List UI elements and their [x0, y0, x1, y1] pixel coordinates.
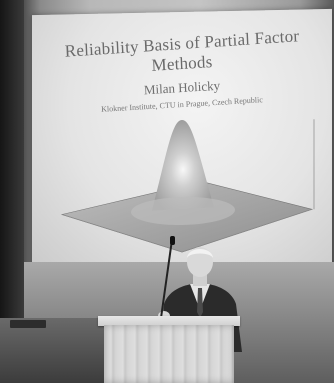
podium-top [98, 316, 240, 326]
side-table [0, 318, 110, 383]
presenter-hair [187, 249, 213, 258]
presenter-tie [197, 288, 203, 318]
podium [104, 325, 234, 383]
microphone [170, 236, 175, 245]
projection-screen: Reliability Basis of Partial Factor Meth… [32, 8, 332, 274]
surface-peak [152, 119, 214, 211]
presenter-head [187, 247, 213, 277]
surface-peak-base [131, 196, 235, 226]
laptop [10, 320, 46, 328]
y-axis [181, 208, 313, 253]
x-axis [61, 214, 183, 253]
surface-plot [60, 119, 315, 253]
